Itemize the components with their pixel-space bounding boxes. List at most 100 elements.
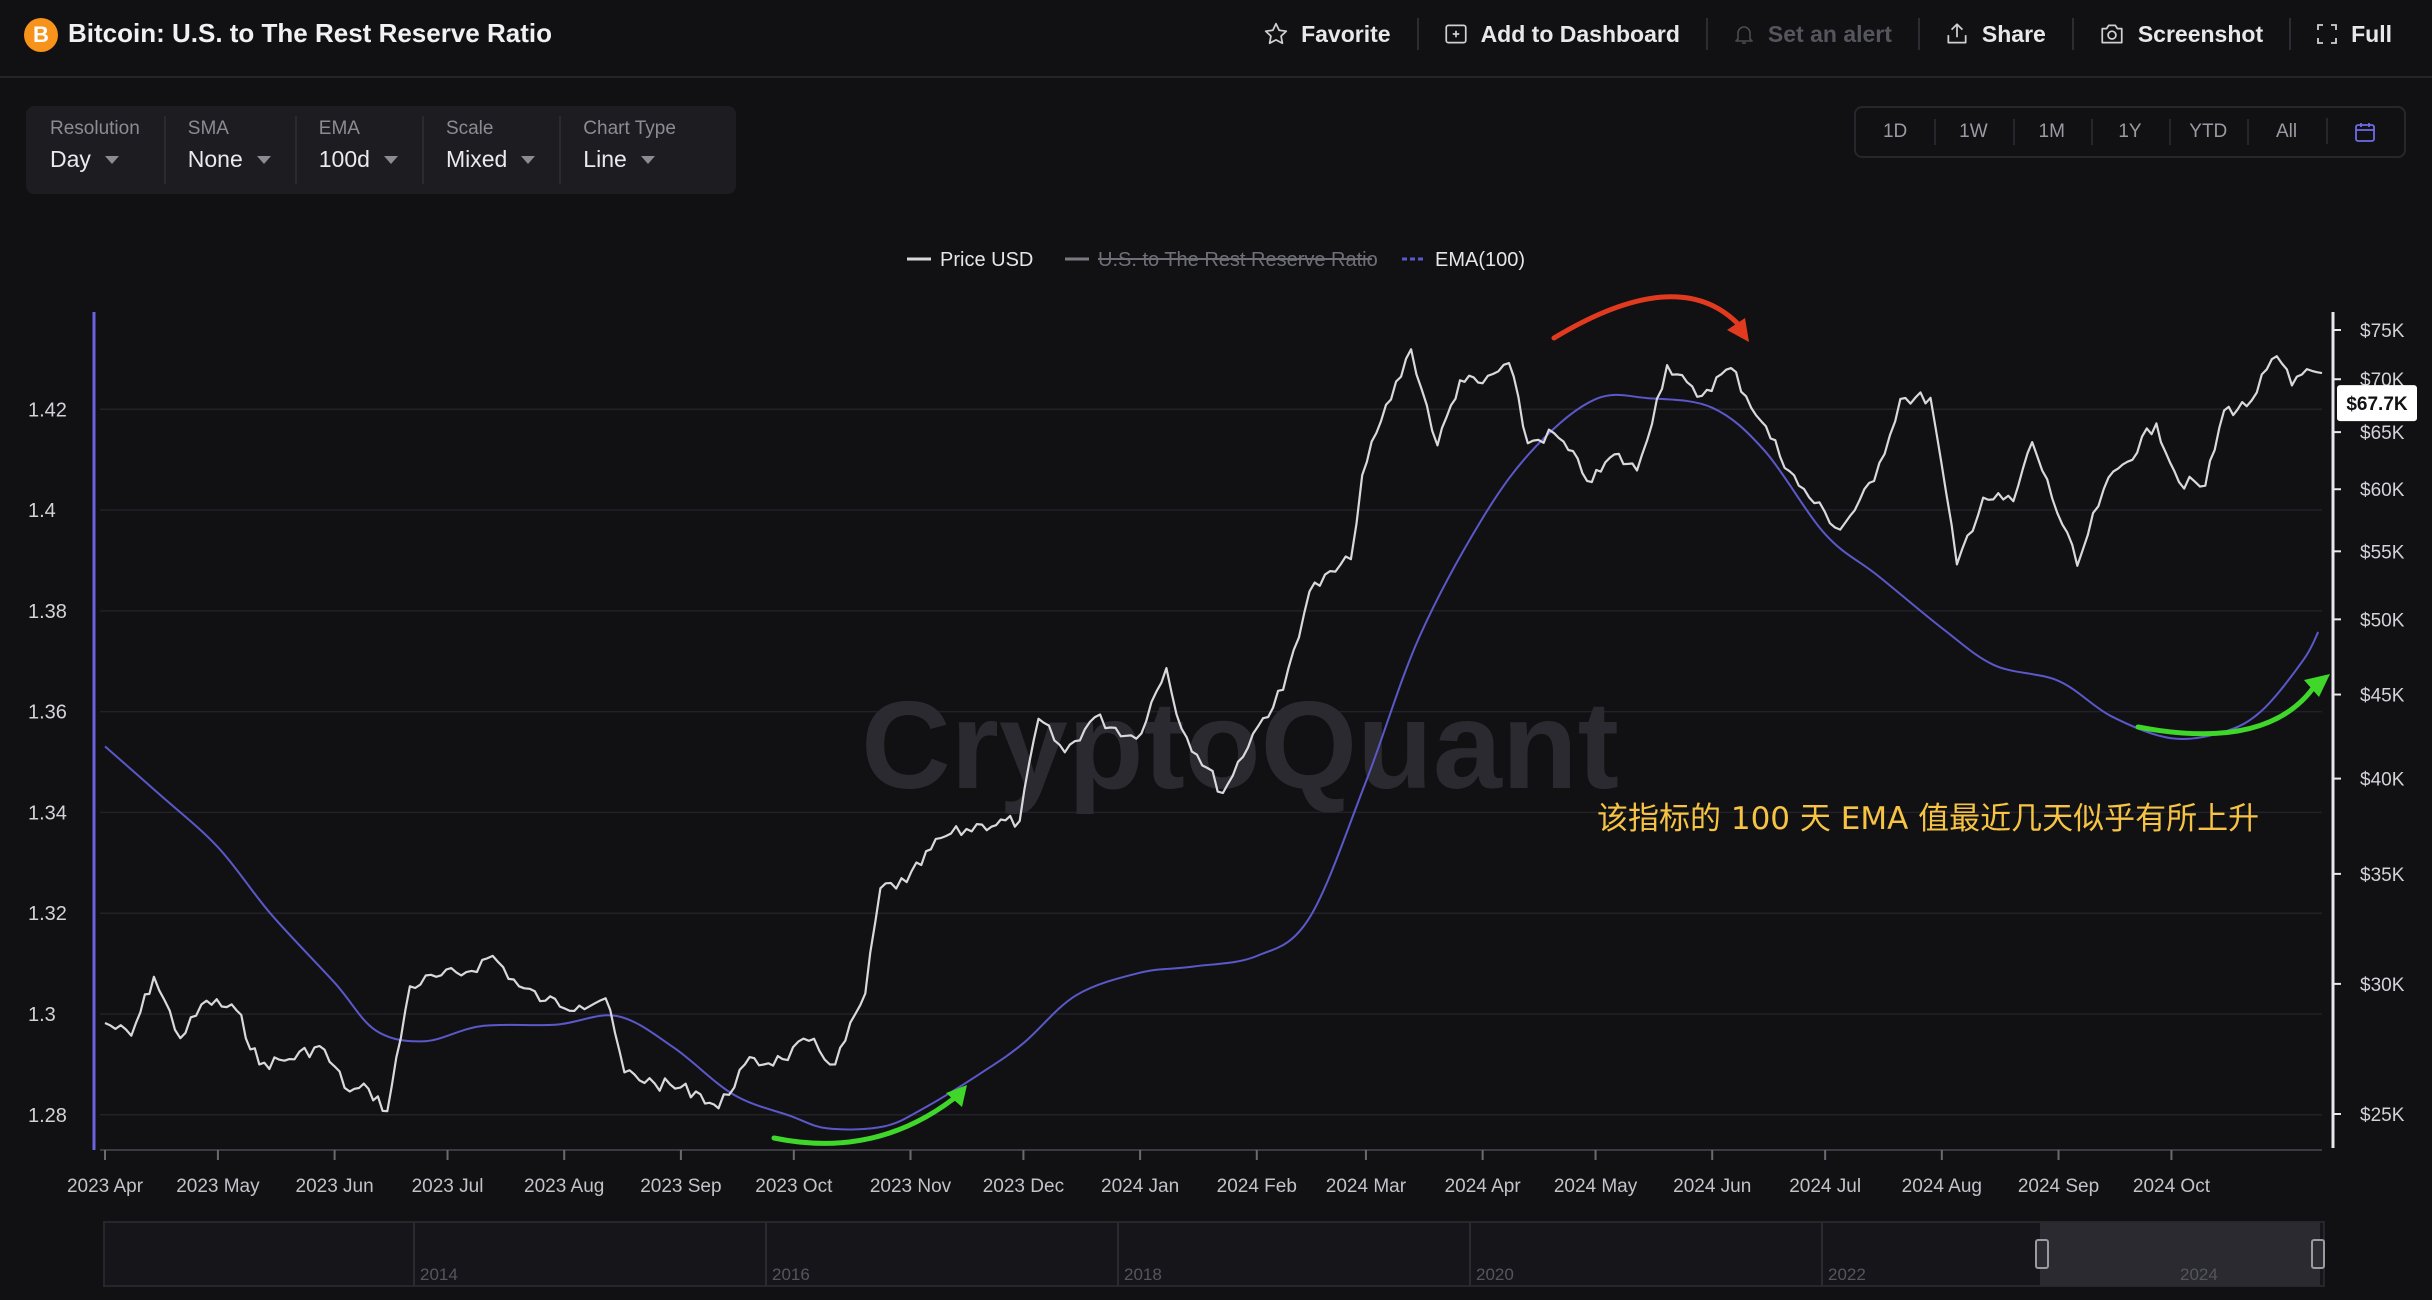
green-arrow-right bbox=[2135, 681, 2319, 737]
x-tick-label: 2024 Jun bbox=[1673, 1176, 1751, 1197]
camera-icon bbox=[2101, 24, 2123, 44]
x-tick-label: 2023 Aug bbox=[524, 1176, 604, 1197]
chevron-down-icon bbox=[104, 155, 119, 164]
annotation-arrows bbox=[771, 294, 2330, 1146]
navigator-tick-label: 2022 bbox=[1828, 1265, 1866, 1284]
scale-select[interactable]: Scale Mixed bbox=[421, 106, 559, 194]
range-navigator[interactable]: 2014 2016 2018 2020 2022 2024 bbox=[103, 1221, 2325, 1287]
range-button-1w[interactable]: 1W bbox=[1934, 119, 2012, 145]
range-button-1y[interactable]: 1Y bbox=[2090, 119, 2169, 145]
green-arrowhead-left bbox=[946, 1085, 967, 1107]
resolution-label: Resolution bbox=[50, 118, 140, 139]
chart-type-value: Line bbox=[583, 146, 627, 172]
bitcoin-logo-icon: B bbox=[24, 18, 58, 52]
ema-label: EMA bbox=[318, 118, 360, 139]
annotation-text: 该指标的 100 天 EMA 值最近几天似乎有所上升 bbox=[1597, 801, 2259, 837]
legend-item-ratio[interactable]: U.S. to The Rest Reserve Ratio bbox=[1065, 249, 1378, 271]
right-tick-label: $55K bbox=[2360, 542, 2405, 563]
navigator-track bbox=[103, 1221, 2325, 1287]
left-tick-label: 1.4 bbox=[28, 500, 56, 522]
navigator-tick-label: 2018 bbox=[1124, 1265, 1162, 1284]
x-tick-label: 2023 Oct bbox=[755, 1176, 833, 1197]
sma-value: None bbox=[187, 146, 243, 172]
navigator-tick-label: 2016 bbox=[772, 1265, 810, 1284]
left-tick-label: 1.34 bbox=[28, 802, 67, 824]
fullscreen-icon bbox=[2317, 24, 2338, 44]
left-tick-label: 1.38 bbox=[28, 601, 67, 623]
share-label: Share bbox=[1981, 20, 2046, 47]
legend-item-ema[interactable]: EMA(100) bbox=[1402, 249, 1525, 271]
ema-value: 100d bbox=[318, 146, 370, 172]
x-tick-label: 2024 Oct bbox=[2133, 1176, 2211, 1197]
current-price-label: $67.7K bbox=[2346, 394, 2408, 415]
red-arrow-top bbox=[1551, 294, 1743, 341]
star-icon bbox=[1264, 22, 1288, 45]
chart-type-label: Chart Type bbox=[583, 118, 676, 139]
legend-item-price[interactable]: Price USD bbox=[907, 249, 1033, 271]
range-button-1m[interactable]: 1M bbox=[2012, 119, 2091, 145]
series-line-ema-100 bbox=[104, 393, 2320, 1131]
legend-label-price: Price USD bbox=[940, 249, 1033, 271]
right-tick-label: $75K bbox=[2360, 321, 2405, 342]
chart-type-select[interactable]: Chart Type Line bbox=[559, 106, 700, 194]
right-axis: $25K$30K$35K$40K$45K$50K$55K$60K$65K$70K… bbox=[2333, 321, 2405, 1126]
x-tick-label: 2024 Aug bbox=[1902, 1176, 1982, 1197]
range-button-ytd[interactable]: YTD bbox=[2169, 119, 2247, 145]
navigator-tick-label: 2024 bbox=[2180, 1265, 2218, 1284]
fullscreen-button[interactable]: Full bbox=[2289, 14, 2418, 54]
set-alert-label: Set an alert bbox=[1767, 20, 1892, 47]
navigator-handle-left[interactable] bbox=[2035, 1239, 2049, 1269]
x-tick-label: 2024 Feb bbox=[1217, 1176, 1297, 1197]
chevron-down-icon bbox=[521, 155, 536, 164]
x-tick-label: 2023 Nov bbox=[870, 1176, 952, 1197]
sma-select[interactable]: SMA None bbox=[163, 106, 295, 194]
left-tick-label: 1.32 bbox=[28, 903, 67, 925]
right-tick-label: $35K bbox=[2360, 865, 2405, 886]
green-arrow-left bbox=[771, 1089, 965, 1146]
navigator-ticks: 2014 2016 2018 2020 2022 2024 bbox=[413, 1222, 2218, 1286]
left-tick-label: 1.28 bbox=[28, 1105, 67, 1127]
favorite-button[interactable]: Favorite bbox=[1237, 14, 1416, 54]
chevron-down-icon bbox=[383, 155, 398, 164]
calendar-icon bbox=[2354, 123, 2375, 142]
resolution-select[interactable]: Resolution Day bbox=[26, 106, 164, 194]
screenshot-button[interactable]: Screenshot bbox=[2071, 14, 2289, 54]
right-tick-label: $50K bbox=[2360, 610, 2405, 631]
date-picker-button[interactable] bbox=[2325, 118, 2404, 144]
left-tick-label: 1.42 bbox=[28, 399, 67, 421]
bell-icon bbox=[1735, 26, 1753, 44]
add-to-dashboard-button[interactable]: Add to Dashboard bbox=[1416, 14, 1706, 54]
x-tick-label: 2023 Jul bbox=[412, 1176, 484, 1197]
sma-label: SMA bbox=[187, 118, 229, 139]
right-tick-label: $40K bbox=[2360, 770, 2405, 791]
range-button-1d[interactable]: 1D bbox=[1882, 121, 1908, 142]
screenshot-label: Screenshot bbox=[2137, 20, 2264, 47]
set-alert-button[interactable]: Set an alert bbox=[1705, 14, 1918, 54]
share-icon bbox=[1947, 23, 1967, 44]
navigator-selection[interactable] bbox=[2040, 1222, 2320, 1286]
fullscreen-label: Full bbox=[2351, 20, 2392, 47]
right-tick-label: $25K bbox=[2360, 1105, 2405, 1126]
chevron-down-icon bbox=[640, 155, 655, 164]
x-tick-label: 2023 Sep bbox=[640, 1176, 721, 1197]
range-button-all[interactable]: All bbox=[2247, 119, 2325, 145]
ema-select[interactable]: EMA 100d bbox=[294, 106, 422, 194]
page-title: Bitcoin: U.S. to The Rest Reserve Ratio bbox=[68, 18, 552, 48]
left-axis: 1.28 1.3 1.32 1.34 1.36 1.38 1.4 1.42 bbox=[28, 399, 67, 1127]
x-tick-label: 2023 Jun bbox=[296, 1176, 374, 1197]
x-tick-label: 2023 Apr bbox=[67, 1176, 144, 1197]
left-tick-label: 1.3 bbox=[28, 1004, 56, 1026]
share-button[interactable]: Share bbox=[1917, 14, 2072, 54]
add-to-dashboard-label: Add to Dashboard bbox=[1480, 20, 1680, 47]
x-tick-label: 2024 Mar bbox=[1326, 1176, 1407, 1197]
x-tick-label: 2024 Apr bbox=[1445, 1176, 1522, 1197]
chart-settings-panel: Resolution Day SMA None EMA 100d Scale M… bbox=[26, 106, 736, 194]
navigator-handle-right[interactable] bbox=[2311, 1239, 2325, 1269]
navigator-tick-label: 2020 bbox=[1476, 1265, 1514, 1284]
legend-label-ema: EMA(100) bbox=[1435, 249, 1525, 271]
dashboard-add-icon bbox=[1444, 24, 1467, 44]
right-tick-label: $60K bbox=[2360, 480, 2405, 501]
x-tick-label: 2024 Jul bbox=[1789, 1176, 1861, 1197]
chart-legend: Price USD U.S. to The Rest Reserve Ratio… bbox=[907, 249, 1525, 271]
